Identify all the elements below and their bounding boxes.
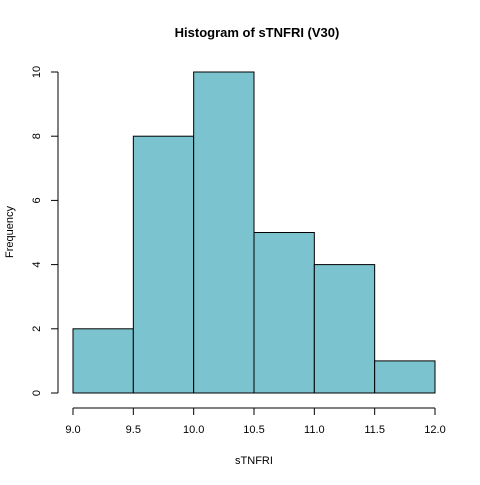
- y-tick-label: 2: [31, 326, 43, 332]
- x-tick-label: 10.0: [183, 424, 204, 436]
- histogram-bar-1: [132, 135, 195, 394]
- x-tick-label: 11.5: [364, 424, 385, 436]
- histogram-bar-3: [253, 232, 315, 394]
- chart-title: Histogram of sTNFRI (V30): [175, 25, 340, 40]
- x-tick-label: 9.5: [126, 424, 141, 436]
- y-tick-label: 10: [31, 66, 43, 78]
- y-tick-label: 0: [31, 390, 43, 396]
- x-axis: 9.0 9.5 10.0 10.5 11.0 11.5 12.0: [65, 407, 446, 436]
- y-axis: 0 2 4 6 8 10: [31, 66, 59, 396]
- histogram-bar-5: [374, 360, 436, 394]
- x-tick-label: 10.5: [243, 424, 264, 436]
- x-tick-label: 9.0: [65, 424, 80, 436]
- y-axis-label: Frequency: [4, 206, 16, 258]
- y-tick-label: 6: [31, 197, 43, 203]
- histogram-bar-0: [72, 328, 134, 394]
- y-tick-label: 4: [31, 262, 43, 268]
- histogram-bar-2: [193, 71, 255, 394]
- x-tick-label: 12.0: [424, 424, 445, 436]
- y-tick-label: 8: [31, 133, 43, 139]
- x-tick-label: 11.0: [304, 424, 325, 436]
- x-axis-label: sTNFRI: [235, 455, 273, 467]
- bars-group: [72, 71, 436, 394]
- histogram-bar-4: [313, 264, 376, 394]
